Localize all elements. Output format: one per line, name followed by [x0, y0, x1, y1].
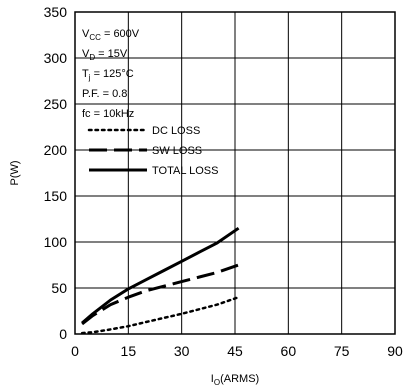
y-tick-label: 0: [59, 326, 67, 342]
grid: [75, 12, 395, 334]
x-tick-label: 0: [71, 343, 79, 359]
y-axis-label: P(W): [9, 160, 21, 185]
condition-label: VCC = 600V: [82, 28, 140, 42]
plot-frame: [74, 11, 396, 335]
condition-label: fc = 10kHz: [82, 108, 134, 120]
y-tick-label: 300: [44, 50, 68, 66]
series-line-sw-loss: [81, 263, 240, 326]
operating-conditions: VCC = 600V VD = 15V Tj = 125°C P.F. = 0.8 fc…: [82, 28, 140, 120]
legend-label: SW LOSS: [152, 145, 202, 157]
x-axis-label: IO(ARMS): [211, 373, 259, 387]
x-tick-label: 15: [121, 343, 137, 359]
y-tick-label: 350: [44, 4, 68, 20]
legend: DC LOSS SW LOSS TOTAL LOSS: [87, 125, 218, 177]
x-tick-label: 45: [227, 343, 243, 359]
y-tick-label: 150: [44, 188, 68, 204]
x-tick-label: 60: [281, 343, 297, 359]
x-tick-label: 90: [387, 343, 403, 359]
y-tick-labels: 0 50 100 150 200 250 300 350: [44, 4, 68, 342]
condition-label: Tj = 125°C: [82, 68, 134, 82]
x-tick-label: 30: [174, 343, 190, 359]
series-line-total-loss: [81, 226, 240, 325]
y-tick-label: 100: [44, 234, 68, 250]
y-tick-label: 50: [51, 280, 67, 296]
legend-label: DC LOSS: [152, 125, 200, 137]
series-line-dc-loss: [80, 295, 240, 335]
series-lines: [80, 226, 240, 335]
condition-label: P.F. = 0.8: [82, 88, 127, 100]
x-tick-label: 75: [334, 343, 350, 359]
y-tick-label: 250: [44, 96, 68, 112]
legend-label: TOTAL LOSS: [152, 165, 218, 177]
y-tick-label: 200: [44, 142, 68, 158]
condition-label: VD = 15V: [82, 48, 128, 62]
x-tick-labels: 0 15 30 45 60 75 90: [71, 343, 403, 359]
